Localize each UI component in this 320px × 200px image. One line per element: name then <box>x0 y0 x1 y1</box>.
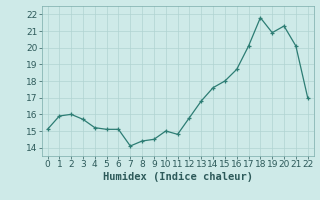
X-axis label: Humidex (Indice chaleur): Humidex (Indice chaleur) <box>103 172 252 182</box>
